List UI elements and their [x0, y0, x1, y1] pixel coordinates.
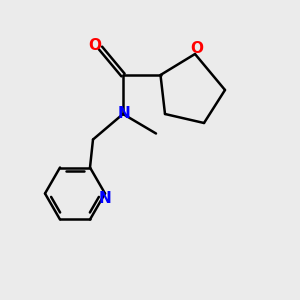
- Text: N: N: [118, 106, 131, 122]
- Text: O: O: [88, 38, 102, 52]
- Text: O: O: [190, 41, 203, 56]
- Text: N: N: [99, 191, 111, 206]
